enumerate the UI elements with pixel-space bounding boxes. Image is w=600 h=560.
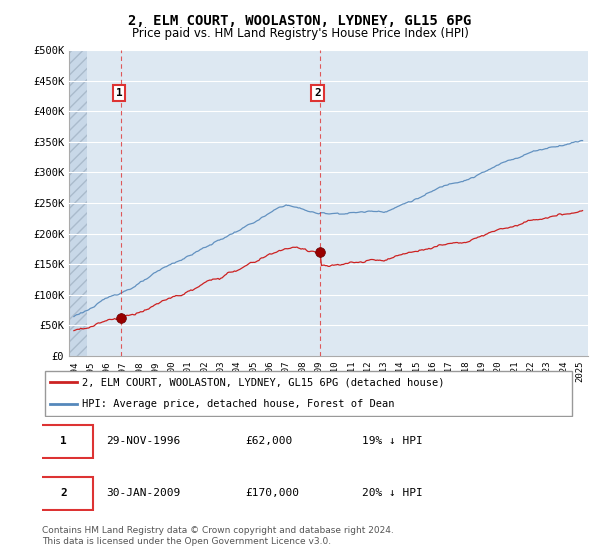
Text: £62,000: £62,000 xyxy=(245,436,292,446)
Text: £170,000: £170,000 xyxy=(245,488,299,498)
Text: 1: 1 xyxy=(60,436,67,446)
Text: 2: 2 xyxy=(314,88,321,98)
Text: 29-NOV-1996: 29-NOV-1996 xyxy=(106,436,181,446)
FancyBboxPatch shape xyxy=(44,371,572,416)
Text: Price paid vs. HM Land Registry's House Price Index (HPI): Price paid vs. HM Land Registry's House … xyxy=(131,27,469,40)
Text: 2: 2 xyxy=(60,488,67,498)
Polygon shape xyxy=(69,50,87,356)
Text: HPI: Average price, detached house, Forest of Dean: HPI: Average price, detached house, Fore… xyxy=(82,399,395,409)
Text: 30-JAN-2009: 30-JAN-2009 xyxy=(106,488,181,498)
Text: 1: 1 xyxy=(116,88,122,98)
FancyBboxPatch shape xyxy=(34,424,93,458)
Text: 2, ELM COURT, WOOLASTON, LYDNEY, GL15 6PG: 2, ELM COURT, WOOLASTON, LYDNEY, GL15 6P… xyxy=(128,14,472,28)
Text: Contains HM Land Registry data © Crown copyright and database right 2024.
This d: Contains HM Land Registry data © Crown c… xyxy=(42,526,394,546)
FancyBboxPatch shape xyxy=(34,477,93,510)
Text: 19% ↓ HPI: 19% ↓ HPI xyxy=(362,436,423,446)
Text: 20% ↓ HPI: 20% ↓ HPI xyxy=(362,488,423,498)
Text: 2, ELM COURT, WOOLASTON, LYDNEY, GL15 6PG (detached house): 2, ELM COURT, WOOLASTON, LYDNEY, GL15 6P… xyxy=(82,377,445,388)
